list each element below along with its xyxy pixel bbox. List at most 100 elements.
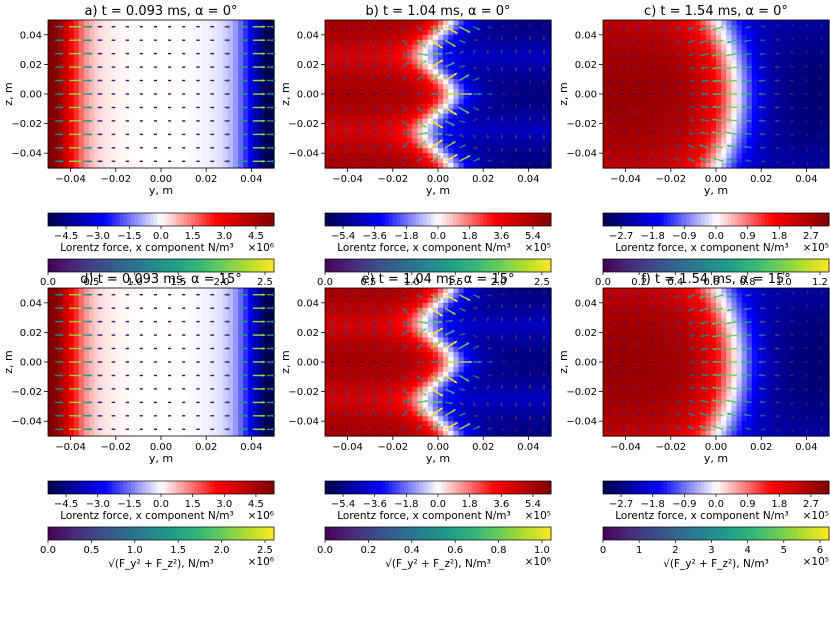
heatmap-cell	[520, 45, 526, 51]
heatmap-cell	[474, 84, 480, 90]
heatmap-cell	[747, 30, 753, 36]
heatmap-cell	[752, 25, 758, 31]
colorbar-segment	[495, 259, 499, 272]
heatmap-cell	[325, 109, 331, 115]
heatmap-cell	[464, 114, 470, 120]
heatmap-cell	[140, 153, 146, 159]
heatmap-cell	[670, 124, 676, 130]
heatmap-cell	[752, 133, 758, 139]
heatmap-cell	[603, 25, 609, 31]
heatmap-cell	[156, 20, 162, 26]
heatmap-cell	[505, 129, 511, 135]
y-tick-label: 0.04	[20, 30, 42, 41]
heatmap-cell	[459, 84, 465, 90]
heatmap-cell	[695, 84, 701, 90]
heatmap-cell	[762, 94, 768, 100]
heatmap-cell	[397, 35, 403, 41]
heatmap-cell	[783, 94, 789, 100]
colorbar-segment	[150, 213, 154, 226]
heatmap-cell	[530, 148, 536, 154]
heatmap-cell	[808, 114, 814, 120]
heatmap-cell	[680, 129, 686, 135]
heatmap-cell	[110, 148, 116, 154]
heatmap-cell	[479, 129, 485, 135]
heatmap-cell	[259, 114, 265, 120]
heatmap-cell	[417, 55, 423, 61]
heatmap-cell	[74, 129, 80, 135]
heatmap-cell	[479, 69, 485, 75]
heatmap-cell	[99, 114, 105, 120]
heatmap-cell	[392, 40, 398, 46]
heatmap-cell	[105, 25, 111, 31]
heatmap-cell	[520, 143, 526, 149]
heatmap-cell	[767, 89, 773, 95]
heatmap-cell	[146, 129, 152, 135]
colorbar-segment	[165, 213, 169, 226]
heatmap-cell	[397, 40, 403, 46]
heatmap-cell	[187, 35, 193, 41]
heatmap-cell	[48, 129, 54, 135]
heatmap-cell	[376, 138, 382, 144]
heatmap-cell	[757, 59, 763, 65]
heatmap-cell	[634, 74, 640, 80]
heatmap-cell	[536, 124, 542, 130]
heatmap-cell	[382, 109, 388, 115]
heatmap-cell	[248, 138, 254, 144]
heatmap-cell	[361, 99, 367, 105]
heatmap-cell	[618, 143, 624, 149]
heatmap-cell	[634, 99, 640, 105]
heatmap-cell	[248, 148, 254, 154]
y-tick-label: −0.04	[11, 149, 42, 160]
heatmap-cell	[530, 50, 536, 56]
heatmap-cell	[423, 30, 429, 36]
colorbar-segment	[528, 213, 532, 226]
heatmap-cell	[74, 84, 80, 90]
heatmap-cell	[479, 99, 485, 105]
heatmap-cell	[808, 109, 814, 115]
heatmap-cell	[459, 153, 465, 159]
heatmap-cell	[453, 35, 459, 41]
heatmap-cell	[448, 69, 454, 75]
heatmap-cell	[335, 104, 341, 110]
heatmap-cell	[767, 79, 773, 85]
heatmap-cell	[793, 94, 799, 100]
heatmap-cell	[371, 99, 377, 105]
heatmap-cell	[654, 35, 660, 41]
heatmap-cell	[613, 99, 619, 105]
heatmap-cell	[48, 94, 54, 100]
heatmap-cell	[161, 114, 167, 120]
heatmap-cell	[171, 129, 177, 135]
heatmap-cell	[670, 50, 676, 56]
heatmap-cell	[346, 138, 352, 144]
colorbar-tick-label: 0.0	[430, 231, 446, 242]
heatmap-cell	[156, 153, 162, 159]
heatmap-cell	[330, 45, 336, 51]
heatmap-cell	[176, 74, 182, 80]
heatmap-cell	[788, 138, 794, 144]
heatmap-cell	[330, 59, 336, 65]
heatmap-cell	[125, 129, 131, 135]
heatmap-cell	[228, 55, 234, 61]
heatmap-cell	[151, 69, 157, 75]
heatmap-cell	[146, 79, 152, 85]
heatmap-cell	[259, 45, 265, 51]
colorbar-segment	[165, 259, 169, 272]
heatmap-cell	[629, 64, 635, 70]
heatmap-cell	[361, 148, 367, 154]
heatmap-cell	[94, 114, 100, 120]
heatmap-cell	[120, 158, 126, 164]
heatmap-cell	[752, 119, 758, 125]
heatmap-cell	[690, 124, 696, 130]
heatmap-cell	[695, 30, 701, 36]
heatmap-cell	[135, 129, 141, 135]
heatmap-cell	[79, 129, 85, 135]
heatmap-cell	[207, 20, 213, 26]
colorbar-segment	[434, 213, 438, 226]
heatmap-cell	[721, 55, 727, 61]
heatmap-cell	[366, 158, 372, 164]
heatmap-cell	[634, 45, 640, 51]
heatmap-cell	[248, 30, 254, 36]
heatmap-cell	[783, 114, 789, 120]
heatmap-cell	[182, 138, 188, 144]
heatmap-cell	[340, 79, 346, 85]
